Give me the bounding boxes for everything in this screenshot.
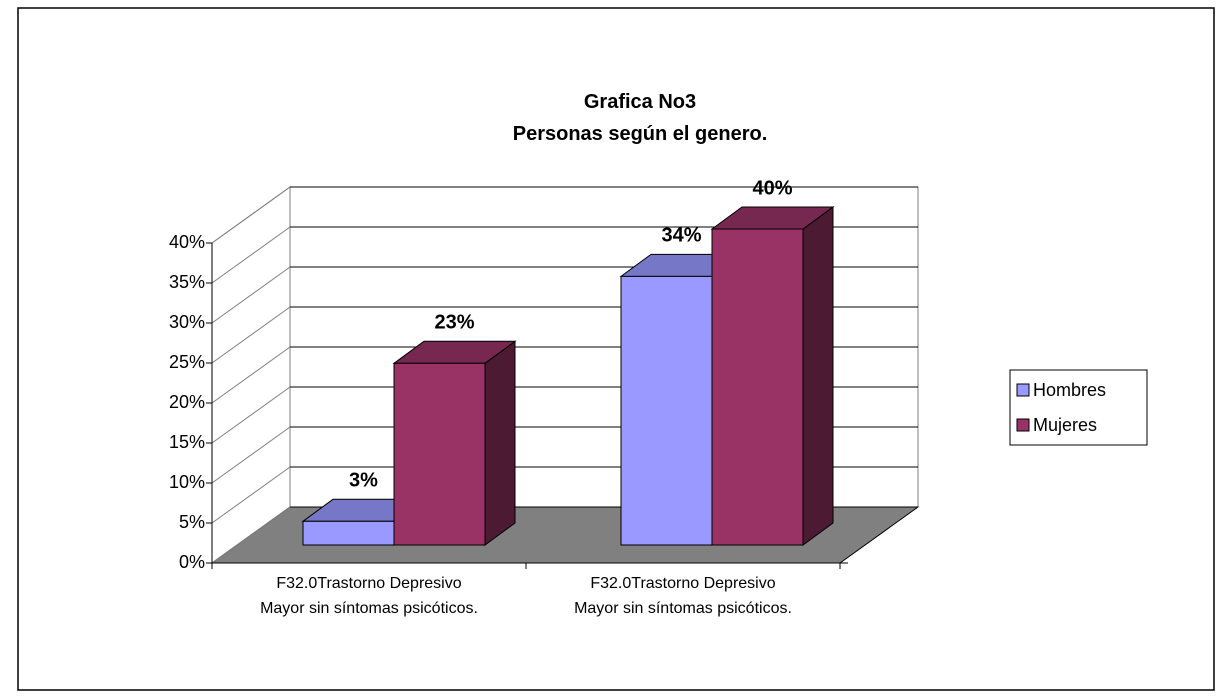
- chart-title: Grafica No3 Personas según el genero.: [512, 91, 768, 145]
- bar: [393, 362, 486, 546]
- y-tick-label: 25%: [169, 352, 205, 372]
- legend-swatch: [1016, 418, 1030, 432]
- y-tick-label: 0%: [179, 552, 205, 572]
- x-tick-label: F32.0Trastorno Depresivo Mayor sin sínto…: [260, 575, 478, 617]
- bar: [302, 520, 395, 546]
- legend-swatch: [1016, 383, 1030, 397]
- y-tick-label: 15%: [169, 432, 205, 452]
- legend-label: Hombres: [1033, 380, 1106, 400]
- bar: [620, 275, 713, 546]
- y-tick-label: 5%: [179, 512, 205, 532]
- grid-line-side: [211, 506, 291, 564]
- legend-box: [1009, 369, 1148, 446]
- bar-side: [484, 340, 516, 546]
- legend-label: Mujeres: [1033, 415, 1097, 435]
- grid-line-side: [211, 426, 291, 484]
- chart-border: [17, 7, 1215, 691]
- grid-line-side: [211, 306, 291, 364]
- y-tick-label: 20%: [169, 392, 205, 412]
- grid-line-side: [211, 266, 291, 324]
- y-tick-label: 30%: [169, 312, 205, 332]
- y-tick-label: 40%: [169, 232, 205, 252]
- grid-line-side: [211, 386, 291, 444]
- grid-line-side: [211, 226, 291, 284]
- data-label: 40%: [752, 177, 792, 199]
- bar: [711, 228, 804, 546]
- bar-side: [802, 206, 834, 546]
- y-tick-label: 35%: [169, 272, 205, 292]
- grid-line-side: [211, 466, 291, 524]
- data-label: 3%: [349, 470, 378, 492]
- data-label: 34%: [661, 225, 701, 247]
- y-tick-label: 10%: [169, 472, 205, 492]
- x-tick-label: F32.0Trastorno Depresivo Mayor sin sínto…: [574, 575, 792, 617]
- grid-line-side: [211, 346, 291, 404]
- data-label: 23%: [434, 312, 474, 334]
- grid-line-side: [211, 186, 291, 244]
